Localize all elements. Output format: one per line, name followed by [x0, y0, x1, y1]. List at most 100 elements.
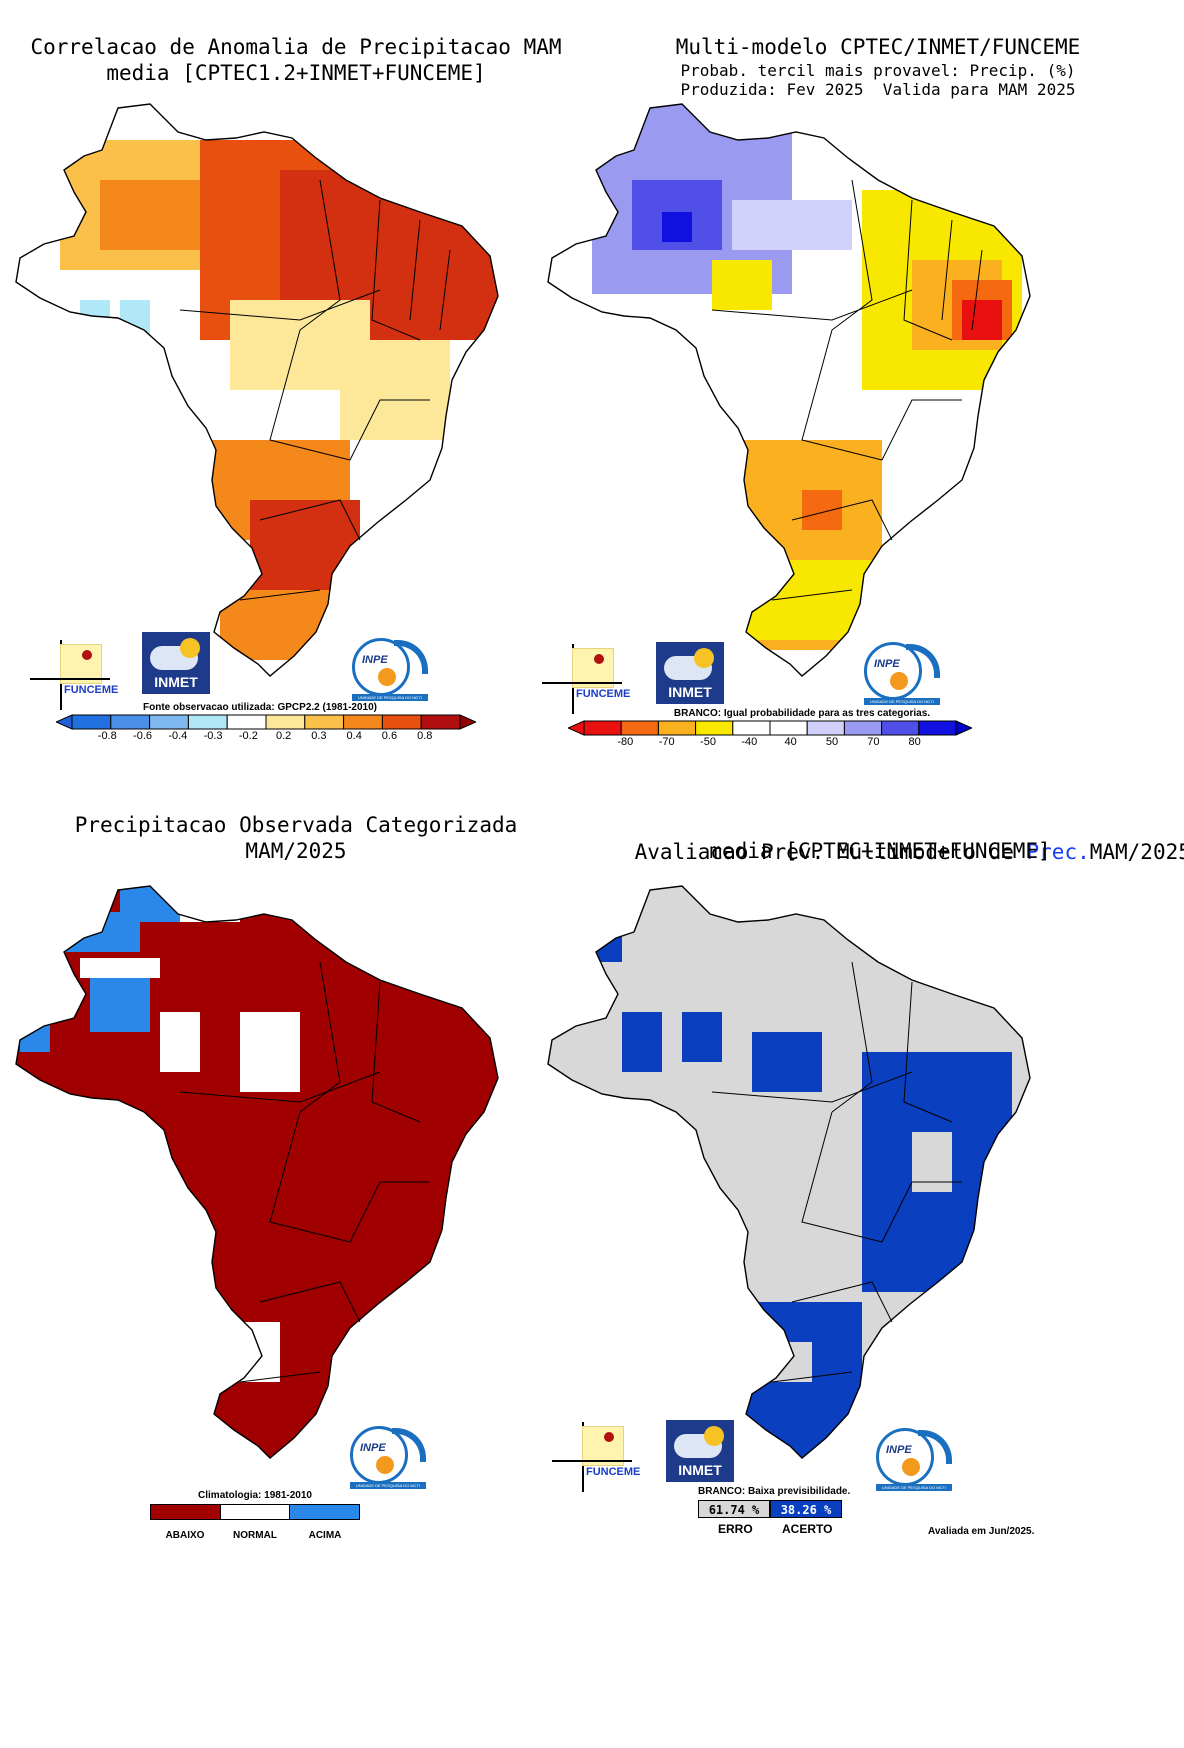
inmet-logo: INMET [142, 632, 210, 694]
funceme-logo-hline [552, 1460, 632, 1462]
evaluation-date: Avaliada em Jun/2025. [928, 1526, 1035, 1537]
forecast-colorbar-segment [657, 720, 697, 736]
forecast-colorbar-tick-label: 70 [867, 736, 880, 748]
funceme-logo-dot [82, 650, 92, 660]
legend-abaixo-label: ABAIXO [165, 1530, 205, 1541]
inpe-logo-text: INPE [362, 654, 388, 666]
inpe-logo-bar: UNIDADE DE PESQUISA DO MCTI [350, 1482, 426, 1489]
forecast-title: Multi-modelo CPTEC/INMET/FUNCEME [675, 35, 1081, 59]
inpe-orange-icon [376, 1456, 394, 1474]
correlation-colorbar-segment [187, 714, 228, 730]
correlation-colorbar-segment [71, 714, 112, 730]
inpe-logo-text: INPE [886, 1444, 912, 1456]
inpe-arrow-icon [394, 640, 428, 674]
legend-normal-swatch [220, 1504, 291, 1520]
observed-map [15, 885, 499, 1459]
correlation-colorbar-tick-label: -0.4 [168, 730, 188, 742]
inmet-logo-text: INMET [668, 684, 712, 700]
forecast-colorbar-segment [732, 720, 771, 736]
correlation-colorbar-segment [110, 714, 151, 730]
correlation-colorbar-tick-label: -0.2 [238, 730, 258, 742]
funceme-logo-text: FUNCEME [64, 684, 119, 696]
acerto-score: 38.26 % [770, 1500, 842, 1518]
evaluation-title-line2: media [CPTEC+INMET+FUNCEME] [709, 839, 1051, 863]
forecast-colorbar-tick-label: -80 [617, 736, 634, 748]
correlation-colorbar-right-arrow [459, 714, 476, 730]
inpe-arrow-icon [906, 644, 940, 678]
evaluation-panel: Avaliacao Prev. Multimodelo de Prec.MAM/… [547, 839, 1184, 1748]
correlation-colorbar-segment [226, 714, 267, 730]
forecast-colorbar-tick-label: 50 [825, 736, 839, 748]
forecast-colorbar-tick-label: -50 [700, 736, 716, 748]
inpe-logo-bar: UNIDADE DE PESQUISA DO MCTI [352, 694, 428, 701]
forecast-colorbar-right-arrow [955, 720, 972, 736]
inmet-logo-text: INMET [678, 1462, 722, 1478]
correlation-colorbar-ticks: -0.8 -0.6 -0.4 -0.3 -0.2 0.2 0.3 0.4 0.6 0.8 [56, 730, 476, 744]
forecast-panel: Multi-modelo CPTEC/INMET/FUNCEME Probab.… [542, 0, 1184, 874]
funceme-logo: FUNCEME [542, 644, 642, 714]
funceme-logo-hline [30, 678, 110, 680]
forecast-colorbar-tick-label: -40 [741, 736, 758, 748]
inpe-logo: INPE UNIDADE DE PESQUISA DO MCTI [860, 640, 940, 708]
forecast-colorbar-ticks: -80 -70 -50 -40 40 50 70 80 [568, 736, 972, 750]
funceme-logo: FUNCEME [552, 1422, 652, 1492]
erro-label: ERRO [718, 1522, 753, 1536]
inpe-orange-icon [902, 1458, 920, 1476]
evaluation-title-suffix: MAM/2025 [1089, 840, 1184, 864]
inpe-logo-bar: UNIDADE DE PESQUISA DO MCTI [876, 1484, 952, 1491]
inmet-logo: INMET [666, 1420, 734, 1482]
inpe-orange-icon [890, 672, 908, 690]
legend-abaixo-swatch [150, 1504, 221, 1520]
evaluation-map [547, 885, 1031, 1459]
inmet-logo-text: INMET [154, 674, 198, 690]
correlation-colorbar-tick-label: -0.6 [133, 730, 153, 742]
observed-panel: Precipitacao Observada Categorizada MAM/… [0, 813, 592, 1748]
forecast-note: BRANCO: Igual probabilidade para as tres… [673, 708, 931, 719]
correlation-colorbar-tick-label: 0.6 [381, 730, 398, 742]
funceme-logo-text: FUNCEME [576, 688, 631, 700]
correlation-title-line1: Correlacao de Anomalia de Precipitacao M… [30, 35, 562, 59]
legend-acima-swatch [290, 1504, 361, 1520]
funceme-logo-square [572, 648, 614, 688]
forecast-subtitle-line1: Probab. tercil mais provavel: Precip. (%… [680, 61, 1076, 80]
evaluation-title-prefix: Avaliacao Prev. Multimodelo de [634, 840, 1027, 864]
correlation-colorbar-tick-label: -0.8 [97, 730, 117, 742]
evaluation-title-line1: Avaliacao Prev. Multimodelo de Prec.MAM/… [584, 812, 1184, 893]
forecast-colorbar-segment [881, 720, 920, 736]
funceme-logo: FUNCEME [30, 640, 130, 710]
legend-normal-label: NORMAL [233, 1530, 277, 1541]
correlation-colorbar-tick-label: -0.3 [203, 730, 223, 742]
correlation-map [15, 103, 499, 677]
inpe-arrow-icon [392, 1428, 426, 1462]
inpe-orange-icon [378, 668, 396, 686]
forecast-colorbar-left-arrow [568, 720, 585, 736]
funceme-logo-text: FUNCEME [586, 1466, 641, 1478]
correlation-source-note: Fonte observacao utilizada: GPCP2.2 (198… [143, 702, 377, 713]
observed-note: Climatologia: 1981-2010 [198, 1490, 312, 1501]
inmet-sun-icon [180, 638, 200, 658]
funceme-logo-square [60, 644, 102, 684]
observed-title-line2: MAM/2025 [245, 839, 347, 863]
correlation-colorbar-segment [343, 714, 383, 730]
correlation-colorbar-segment [149, 714, 189, 730]
inmet-logo: INMET [656, 642, 724, 704]
acerto-label: ACERTO [782, 1522, 833, 1536]
funceme-logo-dot [604, 1432, 614, 1442]
forecast-colorbar-segment [843, 720, 883, 736]
evaluation-note: BRANCO: Baixa previsibilidade. [698, 1486, 851, 1497]
forecast-colorbar-segment [806, 720, 845, 736]
correlation-colorbar [56, 714, 476, 730]
legend-acima-label: ACIMA [308, 1530, 342, 1541]
inmet-sun-icon [704, 1426, 724, 1446]
forecast-map [547, 103, 1031, 677]
correlation-colorbar-left-arrow [56, 714, 73, 730]
correlation-colorbar-tick-label: 0.2 [275, 730, 292, 742]
correlation-colorbar-segment [420, 714, 461, 730]
inmet-sun-icon [694, 648, 714, 668]
correlation-colorbar-segment [381, 714, 422, 730]
inpe-logo: INPE UNIDADE DE PESQUISA DO MCTI [346, 1424, 426, 1492]
forecast-colorbar-tick-label: 40 [784, 736, 797, 748]
forecast-colorbar-tick-label: -70 [658, 736, 675, 748]
inpe-logo-bar: UNIDADE DE PESQUISA DO MCTI [864, 698, 940, 705]
forecast-colorbar-segment [583, 720, 622, 736]
